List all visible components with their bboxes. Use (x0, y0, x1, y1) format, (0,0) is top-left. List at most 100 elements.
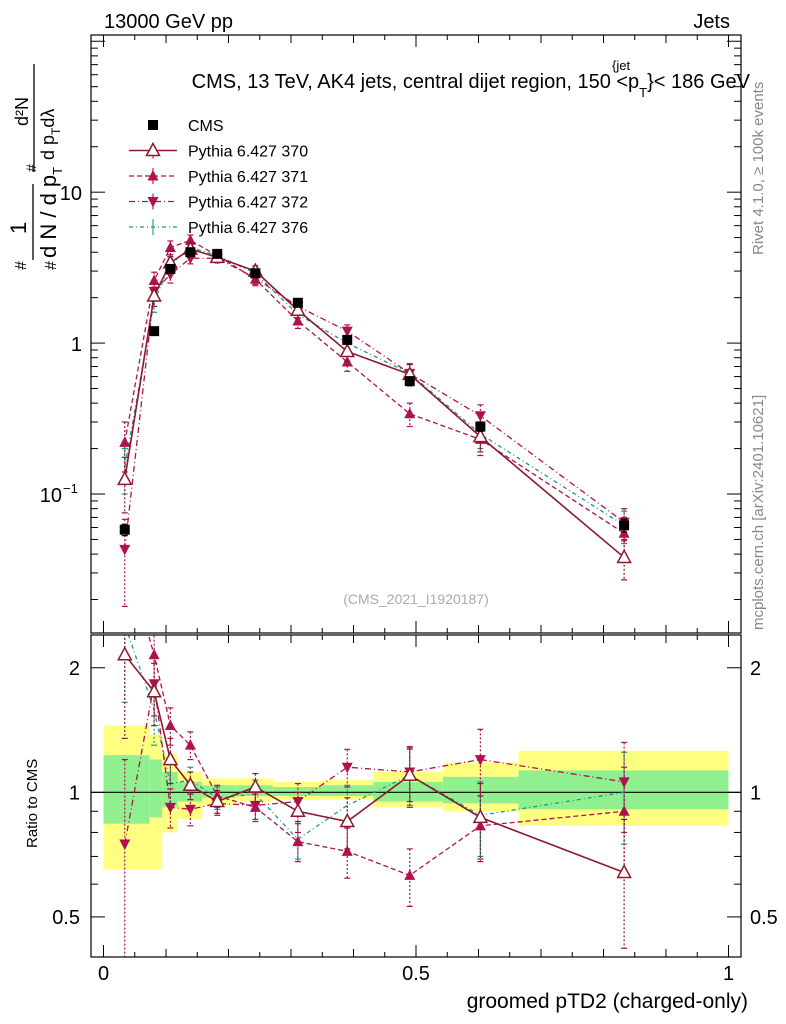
main-point-p371 (184, 234, 196, 245)
ratio-point-p370 (209, 792, 226, 808)
title-sup: {jet (612, 58, 630, 73)
main-point-p371 (404, 407, 416, 419)
ratio-y-tick-label: 2 (69, 658, 80, 680)
ratio-point-p370 (401, 766, 418, 781)
ratio-point-p371 (404, 869, 416, 880)
main-point-cms (119, 524, 130, 535)
ratio-point-p370 (616, 863, 632, 879)
main-point-p371 (119, 436, 131, 447)
band-green-bin (322, 785, 374, 796)
main-point-cms (619, 520, 630, 531)
side-rivet: Rivet 4.1.0, ≥ 100k events (750, 82, 767, 255)
ratio-point-p370 (116, 646, 133, 661)
ratio-point-p372 (474, 755, 486, 766)
ratio-point-p370 (290, 802, 306, 818)
main-y-axis-label: # 1 # d N / d pT # d²N d pTdλ (6, 64, 65, 270)
ylabel-num-hash: # (23, 164, 39, 172)
legend-label-cms: CMS (188, 118, 224, 135)
main-point-p372 (341, 326, 353, 338)
legend-marker-p371 (147, 170, 159, 181)
legend-label-p371: Pythia 6.427 371 (188, 169, 308, 186)
main-point-p370 (616, 548, 632, 564)
band-green-bin (202, 785, 236, 798)
main-point-p370 (290, 301, 306, 317)
ratio-y-tick-label-right: 0.5 (750, 907, 778, 929)
ratio-point-p371 (148, 648, 160, 660)
main-point-p370 (116, 470, 133, 486)
header-left: 13000 GeV pp (104, 11, 233, 33)
ratio-point-p371 (184, 739, 196, 750)
title-prefix: CMS, 13 TeV, AK4 jets, central dijet reg… (192, 71, 640, 93)
band-green-bin (149, 759, 163, 818)
main-y-tick-label: 10 (60, 183, 82, 205)
main-point-p370 (339, 342, 356, 358)
main-point-cms (165, 263, 176, 274)
ylabel-one: 1 (6, 222, 31, 234)
band-green-bin (518, 770, 729, 810)
ratio-y-tick-label: 1 (69, 782, 80, 804)
ylabel-denom: d N / d pT (36, 167, 65, 258)
main-point-cms (342, 334, 353, 345)
ratio-y-tick-label-right: 1 (750, 782, 761, 804)
ylabel-hash-1: # (13, 261, 30, 270)
main-point-p371 (164, 241, 176, 252)
ylabel-num-frac: d²N (12, 97, 32, 126)
band-green-bin (103, 755, 150, 824)
ratio-plot-area (116, 635, 632, 957)
main-series-line-p372 (124, 257, 625, 550)
legend: CMS Pythia 6.427 370 Pythia 6.427 371 Pythi… (129, 118, 308, 237)
ratio-point-p370 (182, 776, 199, 792)
main-series-line-p370 (123, 248, 625, 559)
main-point-p371 (148, 274, 160, 285)
legend-label-p372: Pythia 6.427 372 (188, 195, 308, 212)
ratio-y-tick-label: 0.5 (52, 907, 80, 929)
plot-title: CMS, 13 TeV, AK4 jets, central dijet reg… (192, 71, 751, 100)
ratio-point-p370 (472, 808, 489, 824)
main-point-p371 (249, 273, 261, 284)
ratio-point-p371 (341, 845, 353, 856)
ratio-point-p370 (146, 683, 162, 698)
ratio-point-p372 (164, 802, 176, 814)
main-point-cms (212, 248, 223, 259)
analysis-watermark: (CMS_2021_I1920187) (343, 591, 489, 607)
ratio-point-p372 (618, 777, 630, 788)
title-suffix: }< 186 GeV (647, 71, 751, 93)
ratio-point-p370 (162, 750, 179, 766)
main-point-cms (185, 247, 196, 258)
band-green-bin (373, 781, 443, 802)
ylabel-den-frac: d pTdλ (38, 109, 63, 160)
header-right: Jets (693, 11, 730, 33)
ratio-y-tick-label-right: 2 (750, 658, 761, 680)
main-point-cms (250, 268, 261, 279)
ratio-point-p371 (164, 719, 176, 731)
ratio-y-axis-label: Ratio to CMS (24, 759, 41, 848)
title-sub: T (639, 85, 647, 100)
main-point-p370 (146, 287, 162, 302)
main-y-tick-exponent: −1 (63, 481, 78, 496)
legend-label-p376: Pythia 6.427 376 (188, 220, 308, 237)
legend-marker-p372 (147, 197, 159, 208)
ratio-point-p371 (292, 835, 304, 847)
main-point-cms (404, 376, 415, 387)
main-point-p372 (119, 544, 131, 556)
x-tick-label: 1 (723, 963, 734, 985)
main-point-p371 (292, 315, 304, 326)
ratio-point-p372 (184, 804, 196, 816)
ratio-point-p372 (119, 839, 131, 851)
ratio-point-p370 (339, 812, 356, 828)
x-tick-label: 0.5 (402, 963, 430, 985)
ratio-point-p371 (249, 801, 261, 812)
legend-label-p370: Pythia 6.427 370 (188, 144, 308, 161)
main-point-cms (475, 421, 486, 432)
axis-ticks (91, 35, 741, 958)
legend-marker-p370 (145, 141, 161, 157)
main-plot-area (116, 234, 632, 608)
main-point-cms (292, 297, 303, 308)
ratio-point-p370 (247, 778, 264, 793)
main-point-p370 (472, 428, 489, 443)
main-point-cms (149, 326, 160, 337)
main-y-tick-label: 10 (40, 485, 62, 507)
x-axis-label: groomed pTD2 (charged-only) (467, 990, 748, 1013)
